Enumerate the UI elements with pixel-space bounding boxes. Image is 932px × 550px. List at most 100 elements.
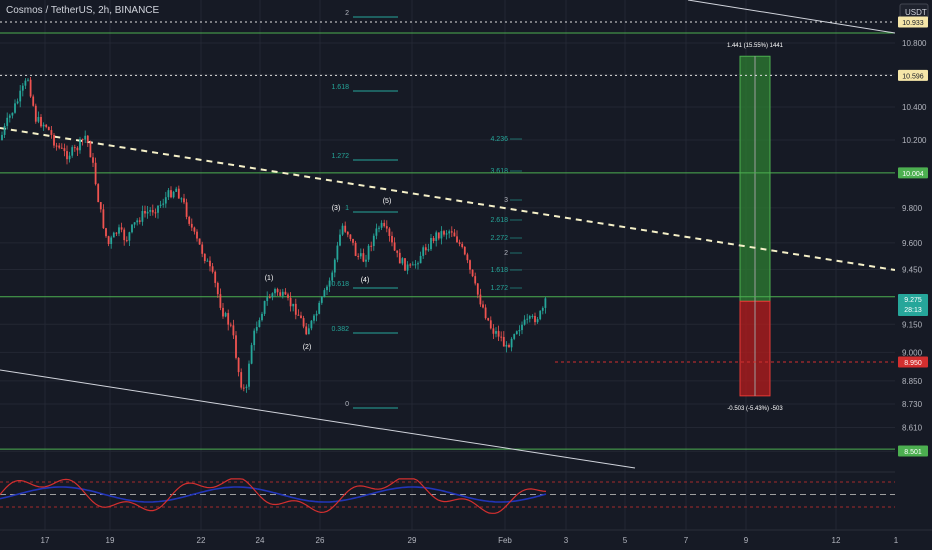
candle-body [476,283,479,295]
candle-body [463,246,466,255]
candle-body [29,79,32,97]
candle-body [128,232,131,241]
candle-body [206,260,209,262]
elliott-wave-labels: (1) (2) (3) (4) (5) [265,198,392,351]
candle-body [495,331,497,334]
price-tag-current: 9.275 [904,297,922,304]
time-axis-tick: 24 [256,536,265,545]
candle-body [323,290,326,297]
price-axis-tick: 10.400 [902,103,927,112]
candle-body [68,155,71,160]
candle-body [528,316,531,319]
candle-body [86,135,89,143]
candle-body [138,220,141,222]
candle-body [346,231,349,235]
fib-level-label: 1 [345,205,349,212]
candle-body [157,205,159,213]
candle-body [276,289,279,293]
time-axis-tick: 3 [564,536,569,545]
candle-body [521,324,523,331]
wave-label: (5) [383,198,392,205]
time-axis-tick: 22 [197,536,206,545]
candle-body [354,242,357,256]
candle-body [8,115,11,118]
candle-body [344,225,347,232]
candle-body [341,225,344,235]
candle-body [393,242,396,251]
candle-body [435,232,438,241]
candle-body [471,269,474,277]
candle-body [271,293,274,298]
candle-body [300,315,302,319]
candle-body [349,234,352,239]
long-position-tool[interactable]: 1.441 (15.55%) 1441 -0.503 (-5.43%) -503 [727,43,784,412]
channel-upper-line [687,0,896,34]
candle-body [170,190,172,198]
candle-body [266,297,269,301]
candle-body [396,250,399,253]
candle-body [492,328,495,334]
candle-body [388,228,391,236]
candle-body [466,254,469,261]
candle-body [370,245,373,247]
candle-body [398,252,401,264]
price-axis-tick: 10.800 [902,39,927,48]
candle-body [16,101,19,104]
candle-body [482,304,484,308]
candle-body [14,103,16,113]
candle-body [450,231,453,233]
price-axis-tick: 10.200 [902,136,927,145]
candle-body [414,264,417,266]
candle-body [315,313,318,316]
price-axis-tick: 8.610 [902,423,923,432]
candle-body [105,228,107,237]
oscillator-pane[interactable]: 80.00040.000 [0,471,932,514]
time-axis-tick: 17 [41,536,50,545]
time-axis[interactable]: 17 19 22 24 26 29 Feb 3 5 7 9 12 1 [0,529,932,545]
candle-body [123,229,126,241]
price-axis-tick: 8.730 [902,400,923,409]
candle-body [391,235,393,243]
candle-body [432,238,435,241]
candle-body [71,147,74,156]
fib-level-label: 1.272 [331,153,349,160]
candle-body [229,324,232,326]
candle-body [177,188,180,199]
wave-label: (1) [265,275,274,282]
price-axis-tick: 9.600 [902,239,923,248]
candle-body [201,244,204,254]
candle-body [40,116,42,127]
horizontal-levels[interactable] [0,21,895,450]
candle-body [510,338,513,348]
grid [0,0,897,530]
candle-body [458,242,461,244]
candle-body [167,190,170,198]
candle-body [50,130,53,135]
candle-body [440,231,443,239]
candle-body [536,319,539,323]
candle-body [76,147,79,151]
candle-body [185,202,188,217]
fib-level-label: 2.618 [490,217,508,224]
candle-body [430,238,432,250]
trendlines[interactable] [0,0,896,469]
candle-body [526,318,529,320]
candle-body [245,386,248,388]
fib-level-label: 2 [345,10,349,17]
candle-body [11,112,14,116]
candle-body [110,237,113,244]
candle-body [336,245,339,260]
fib-level-label: 0.382 [331,326,349,333]
candle-body [237,357,240,373]
candle-body [209,260,211,267]
candle-body [219,294,222,308]
price-axis-tick: 9.800 [902,204,923,213]
candle-body [92,157,94,163]
price-tag-top: 10.933 [902,20,924,27]
candle-body [214,271,217,283]
price-axis-background [895,0,932,530]
candle-body [500,336,503,338]
fib-level-label: 1.618 [490,267,508,274]
time-axis-tick: 5 [623,536,628,545]
